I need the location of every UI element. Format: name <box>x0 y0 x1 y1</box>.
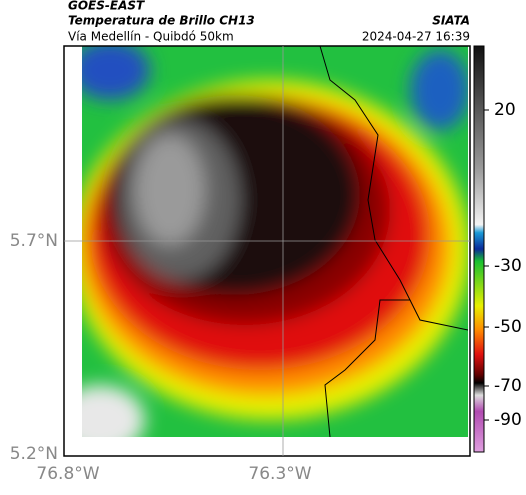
datetime: 2024-04-27 16:39 <box>362 30 470 44</box>
colorbar-scale <box>473 45 485 453</box>
axes: 5.7°N 5.2°N 76.8°W 76.3°W <box>10 231 312 484</box>
product: Temperatura de Brillo CH13 <box>68 14 255 28</box>
colorbar-label: -90 <box>494 410 522 430</box>
lat-label: 5.2°N <box>10 444 58 464</box>
lon-label: 76.3°W <box>248 464 311 484</box>
lon-label: 76.8°W <box>36 464 99 484</box>
satellite: GOES-EAST <box>68 0 145 13</box>
colorbar: 20 -30 -50 -70 -90 <box>473 45 522 453</box>
region: Vía Medellín - Quibdó 50km <box>68 30 234 44</box>
colorbar-label: 20 <box>494 100 516 120</box>
colorbar-label: -50 <box>494 317 522 337</box>
colorbar-label: -70 <box>494 376 522 396</box>
brightness-image <box>82 46 468 437</box>
lat-label: 5.7°N <box>10 231 58 251</box>
source: SIATA <box>432 14 470 28</box>
colorbar-ticks: 20 -30 -50 -70 -90 <box>484 100 522 430</box>
colorbar-label: -30 <box>494 256 522 276</box>
header: GOES-EAST Temperatura de Brillo CH13 Vía… <box>68 0 470 44</box>
map-frame <box>63 45 471 457</box>
